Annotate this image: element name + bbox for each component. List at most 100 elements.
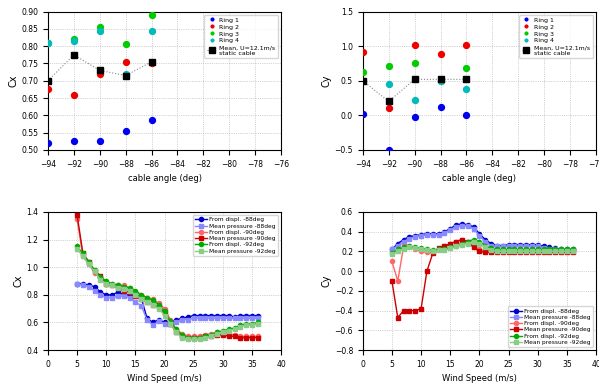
From displ. -90deg [167, 317, 174, 322]
From displ. -88deg [435, 231, 442, 236]
Mean pressure -92deg [528, 249, 536, 254]
Mean pressure -88deg [249, 316, 256, 321]
From displ. -88deg [511, 242, 518, 247]
Mean pressure -88deg [569, 248, 576, 253]
Mean pressure -92deg [534, 249, 541, 254]
From displ. -88deg [441, 230, 448, 234]
From displ. -90deg [179, 331, 186, 336]
Mean pressure -90deg [161, 310, 168, 315]
From displ. -92deg [202, 334, 209, 338]
From displ. -92deg [447, 245, 454, 250]
Mean pressure -92deg [91, 269, 98, 274]
Legend: Ring 1, Ring 2, Ring 3, Ring 4, Mean, U=12.1m/s
static cable: Ring 1, Ring 2, Ring 3, Ring 4, Mean, U=… [519, 15, 593, 58]
From displ. -90deg [546, 248, 553, 253]
From displ. -92deg [418, 246, 425, 251]
From displ. -90deg [488, 248, 495, 253]
Point [435, 78, 445, 84]
From displ. -90deg [97, 275, 104, 279]
From displ. -90deg [237, 334, 244, 338]
From displ. -90deg [452, 239, 459, 244]
Mean pressure -90deg [464, 239, 471, 244]
From displ. -92deg [528, 247, 536, 252]
Mean pressure -90deg [394, 315, 401, 320]
Mean pressure -88deg [184, 317, 192, 322]
From displ. -90deg [388, 259, 395, 264]
Point [69, 38, 78, 44]
Point [43, 140, 53, 146]
From displ. -90deg [522, 248, 530, 253]
Point [435, 51, 445, 58]
Mean pressure -90deg [155, 305, 162, 310]
Point [410, 60, 419, 67]
From displ. -90deg [249, 334, 256, 338]
Mean pressure -90deg [447, 241, 454, 246]
From displ. -88deg [482, 237, 489, 242]
From displ. -88deg [202, 313, 209, 318]
From displ. -92deg [143, 295, 150, 300]
Mean pressure -88deg [447, 228, 454, 232]
From displ. -88deg [102, 293, 110, 297]
Mean pressure -92deg [429, 249, 436, 254]
From displ. -92deg [102, 279, 110, 283]
From displ. -88deg [196, 313, 203, 318]
Mean pressure -92deg [132, 293, 139, 297]
Mean pressure -90deg [208, 334, 215, 338]
From displ. -92deg [516, 247, 524, 252]
From displ. -92deg [412, 245, 419, 250]
From displ. -92deg [85, 259, 92, 264]
Point [147, 60, 156, 67]
Mean pressure -90deg [167, 322, 174, 326]
From displ. -92deg [114, 283, 122, 287]
Mean pressure -88deg [138, 303, 145, 308]
Mean pressure -90deg [388, 279, 395, 283]
Mean pressure -88deg [540, 246, 547, 251]
Mean pressure -88deg [126, 295, 133, 300]
Mean pressure -88deg [254, 316, 261, 321]
Mean pressure -90deg [458, 237, 465, 242]
Mean pressure -88deg [394, 243, 401, 248]
From displ. -88deg [179, 316, 186, 321]
From displ. -90deg [558, 248, 565, 253]
From displ. -90deg [412, 247, 419, 252]
From displ. -88deg [243, 313, 250, 318]
Line: From displ. -92deg: From displ. -92deg [390, 238, 575, 256]
From displ. -88deg [167, 320, 174, 325]
From displ. -90deg [470, 244, 477, 249]
Mean pressure -88deg [173, 320, 180, 325]
Mean pressure -90deg [511, 250, 518, 255]
Mean pressure -88deg [202, 316, 209, 321]
Mean pressure -90deg [132, 294, 139, 299]
Mean pressure -88deg [161, 322, 168, 326]
Mean pressure -92deg [231, 327, 238, 332]
Mean pressure -92deg [499, 249, 506, 254]
From displ. -90deg [208, 331, 215, 336]
Mean pressure -88deg [563, 248, 570, 253]
From displ. -90deg [161, 306, 168, 311]
From displ. -88deg [464, 223, 471, 227]
Mean pressure -88deg [225, 316, 232, 321]
Mean pressure -92deg [225, 328, 232, 333]
From displ. -88deg [412, 233, 419, 238]
Mean pressure -92deg [149, 302, 156, 307]
Mean pressure -90deg [540, 250, 547, 255]
From displ. -88deg [208, 313, 215, 318]
Mean pressure -88deg [546, 247, 553, 252]
From displ. -88deg [546, 245, 553, 250]
Y-axis label: Cx: Cx [8, 74, 19, 87]
From displ. -88deg [173, 317, 180, 322]
From displ. -88deg [161, 320, 168, 325]
From displ. -88deg [499, 243, 506, 248]
Mean pressure -88deg [522, 244, 530, 249]
Mean pressure -88deg [412, 234, 419, 239]
Mean pressure -90deg [441, 244, 448, 249]
From displ. -90deg [441, 244, 448, 249]
From displ. -92deg [563, 247, 570, 252]
Mean pressure -88deg [406, 236, 413, 241]
Mean pressure -92deg [522, 249, 530, 254]
Mean pressure -92deg [155, 306, 162, 311]
Mean pressure -88deg [499, 244, 506, 249]
From displ. -90deg [74, 217, 81, 221]
Mean pressure -88deg [91, 288, 98, 293]
From displ. -92deg [505, 247, 512, 252]
Mean pressure -90deg [516, 250, 524, 255]
